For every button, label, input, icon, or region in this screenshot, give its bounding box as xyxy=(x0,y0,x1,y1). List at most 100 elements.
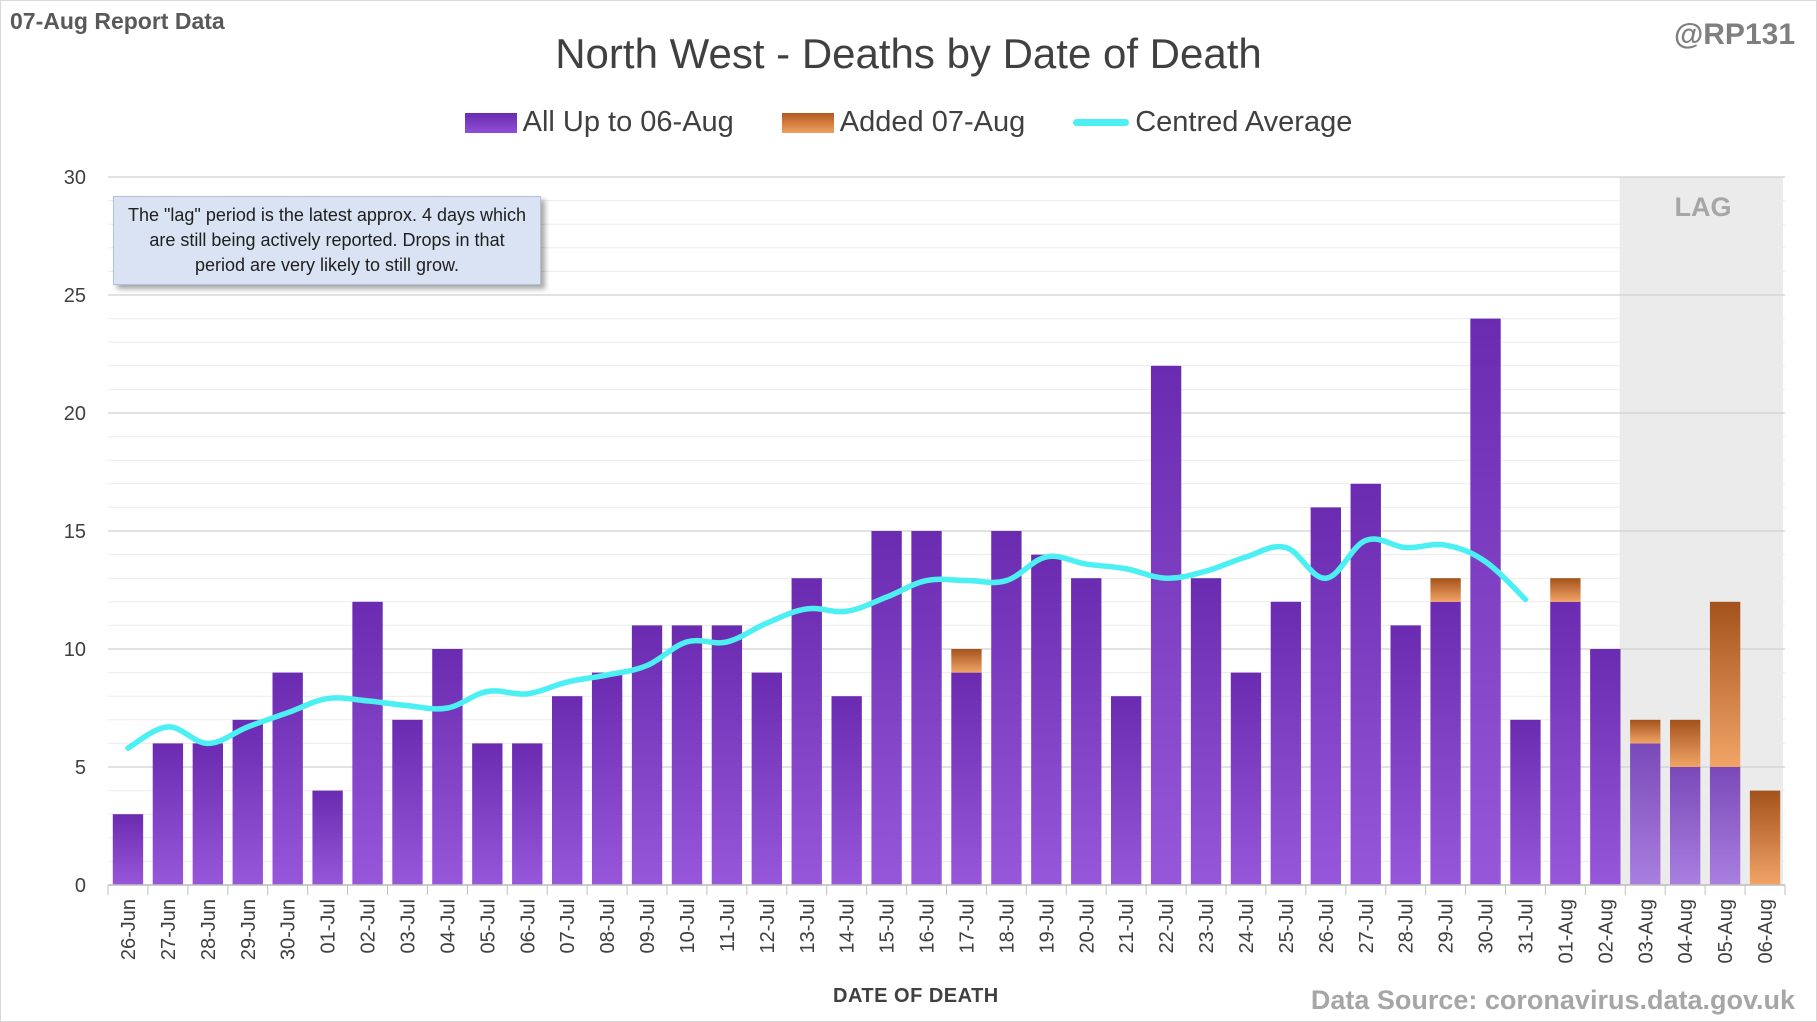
bar-all-up-to-03-Jul xyxy=(392,719,423,885)
author-handle: @RP131 xyxy=(1674,18,1795,51)
bar-all-up-to-05-Aug xyxy=(1709,767,1741,885)
bar-added-01-Aug xyxy=(1550,578,1581,602)
x-tick-label: 25-Jul xyxy=(1276,899,1298,953)
legend-label: All Up to 06-Aug xyxy=(522,106,734,138)
bar-added-06-Aug xyxy=(1749,790,1781,885)
bar-all-up-to-19-Jul xyxy=(1031,554,1062,885)
bar-all-up-to-03-Aug xyxy=(1630,743,1661,885)
x-tick-label: 02-Jul xyxy=(358,899,380,953)
bar-all-up-to-30-Jun xyxy=(272,672,303,885)
legend-label: Centred Average xyxy=(1135,106,1353,138)
y-tick-label: 25 xyxy=(64,285,86,307)
bar-all-up-to-17-Jul xyxy=(951,672,982,885)
x-tick-label: 30-Jul xyxy=(1476,899,1498,953)
x-tick-label: 05-Jul xyxy=(477,899,499,953)
x-tick-label: 08-Jul xyxy=(597,899,619,953)
x-tick-label: 04-Aug xyxy=(1675,899,1697,964)
x-tick-label: 28-Jul xyxy=(1396,899,1418,953)
bar-all-up-to-20-Jul xyxy=(1071,578,1102,885)
chart-legend: All Up to 06-Aug Added 07-Aug Centred Av… xyxy=(0,106,1817,139)
bar-all-up-to-05-Jul xyxy=(472,743,503,885)
bar-all-up-to-24-Jul xyxy=(1230,672,1262,885)
x-tick-label: 10-Jul xyxy=(677,899,699,953)
bar-all-up-to-12-Jul xyxy=(751,672,782,885)
legend-swatch-line xyxy=(1073,119,1130,126)
legend-item-all-up-to: All Up to 06-Aug xyxy=(464,106,734,139)
x-tick-label: 26-Jun xyxy=(118,899,140,960)
bar-all-up-to-29-Jul xyxy=(1430,601,1461,885)
x-tick-label: 03-Aug xyxy=(1635,899,1657,964)
bar-all-up-to-10-Jul xyxy=(671,625,703,885)
legend-label: Added 07-Aug xyxy=(839,106,1026,138)
y-tick-label: 5 xyxy=(75,757,86,779)
bar-all-up-to-02-Jul xyxy=(352,601,383,885)
x-tick-label: 26-Jul xyxy=(1316,899,1338,953)
x-tick-label: 17-Jul xyxy=(956,899,978,953)
x-tick-label: 16-Jul xyxy=(917,899,939,953)
bar-all-up-to-07-Jul xyxy=(552,696,583,885)
bar-all-up-to-28-Jun xyxy=(192,743,223,885)
legend-item-average: Centred Average xyxy=(1073,106,1352,139)
y-tick-label: 20 xyxy=(64,403,86,425)
x-tick-label: 22-Jul xyxy=(1156,899,1178,953)
x-tick-label: 27-Jul xyxy=(1356,899,1378,953)
x-axis-title: DATE OF DEATH xyxy=(833,985,999,1007)
x-tick-label: 01-Aug xyxy=(1555,899,1577,964)
bar-all-up-to-29-Jun xyxy=(232,719,263,885)
x-tick-label: 29-Jun xyxy=(238,899,260,960)
x-tick-label: 06-Jul xyxy=(517,899,539,953)
bar-added-29-Jul xyxy=(1430,578,1461,602)
x-tick-label: 19-Jul xyxy=(1036,899,1058,953)
bar-all-up-to-27-Jun xyxy=(152,743,184,885)
x-tick-label: 24-Jul xyxy=(1236,899,1258,953)
x-tick-label: 04-Jul xyxy=(437,899,459,953)
bar-all-up-to-26-Jun xyxy=(112,814,144,885)
bar-all-up-to-04-Aug xyxy=(1670,767,1701,885)
bar-all-up-to-11-Jul xyxy=(711,625,743,885)
x-tick-label: 05-Aug xyxy=(1715,899,1737,964)
x-tick-label: 28-Jun xyxy=(198,899,220,960)
bar-all-up-to-01-Jul xyxy=(312,790,343,885)
chart-title: North West - Deaths by Date of Death xyxy=(555,30,1262,77)
y-tick-label: 0 xyxy=(75,875,86,897)
report-date-label: 07-Aug Report Data xyxy=(10,8,225,34)
legend-swatch-purple xyxy=(464,112,517,133)
bar-all-up-to-31-Jul xyxy=(1510,719,1541,885)
bar-all-up-to-28-Jul xyxy=(1390,625,1421,885)
bar-all-up-to-30-Jul xyxy=(1470,318,1501,886)
x-tick-label: 29-Jul xyxy=(1436,899,1458,953)
bar-all-up-to-25-Jul xyxy=(1270,601,1302,885)
y-tick-label: 15 xyxy=(64,521,86,543)
bar-all-up-to-16-Jul xyxy=(911,531,942,885)
x-tick-label: 18-Jul xyxy=(996,899,1018,953)
x-tick-label: 03-Jul xyxy=(397,899,419,953)
x-tick-label: 07-Jul xyxy=(557,899,579,953)
x-tick-label: 11-Jul xyxy=(717,899,739,952)
x-tick-label: 31-Jul xyxy=(1515,899,1537,953)
x-tick-label: 06-Aug xyxy=(1755,899,1777,964)
x-tick-label: 27-Jun xyxy=(158,899,180,960)
bar-added-03-Aug xyxy=(1630,719,1661,744)
bar-added-17-Jul xyxy=(951,649,982,673)
bar-all-up-to-14-Jul xyxy=(831,696,862,885)
bar-all-up-to-18-Jul xyxy=(991,531,1022,885)
bar-all-up-to-06-Jul xyxy=(512,743,543,885)
x-tick-label: 30-Jun xyxy=(278,899,300,960)
bar-all-up-to-04-Jul xyxy=(432,649,463,885)
bar-all-up-to-02-Aug xyxy=(1590,649,1621,885)
x-tick-label: 01-Jul xyxy=(318,899,340,953)
x-tick-label: 02-Aug xyxy=(1595,899,1617,964)
bar-all-up-to-01-Aug xyxy=(1550,601,1581,885)
bar-all-up-to-23-Jul xyxy=(1190,578,1222,885)
bar-all-up-to-15-Jul xyxy=(871,531,902,885)
data-source: Data Source: coronavirus.data.gov.uk xyxy=(1310,985,1795,1015)
x-tick-label: 21-Jul xyxy=(1116,899,1138,953)
bar-all-up-to-27-Jul xyxy=(1350,483,1381,885)
bar-all-up-to-21-Jul xyxy=(1111,696,1142,885)
bar-added-04-Aug xyxy=(1670,719,1701,767)
x-tick-label: 14-Jul xyxy=(837,899,859,953)
legend-swatch-orange xyxy=(781,112,834,133)
bar-added-05-Aug xyxy=(1709,601,1741,767)
y-tick-label: 10 xyxy=(64,639,86,661)
